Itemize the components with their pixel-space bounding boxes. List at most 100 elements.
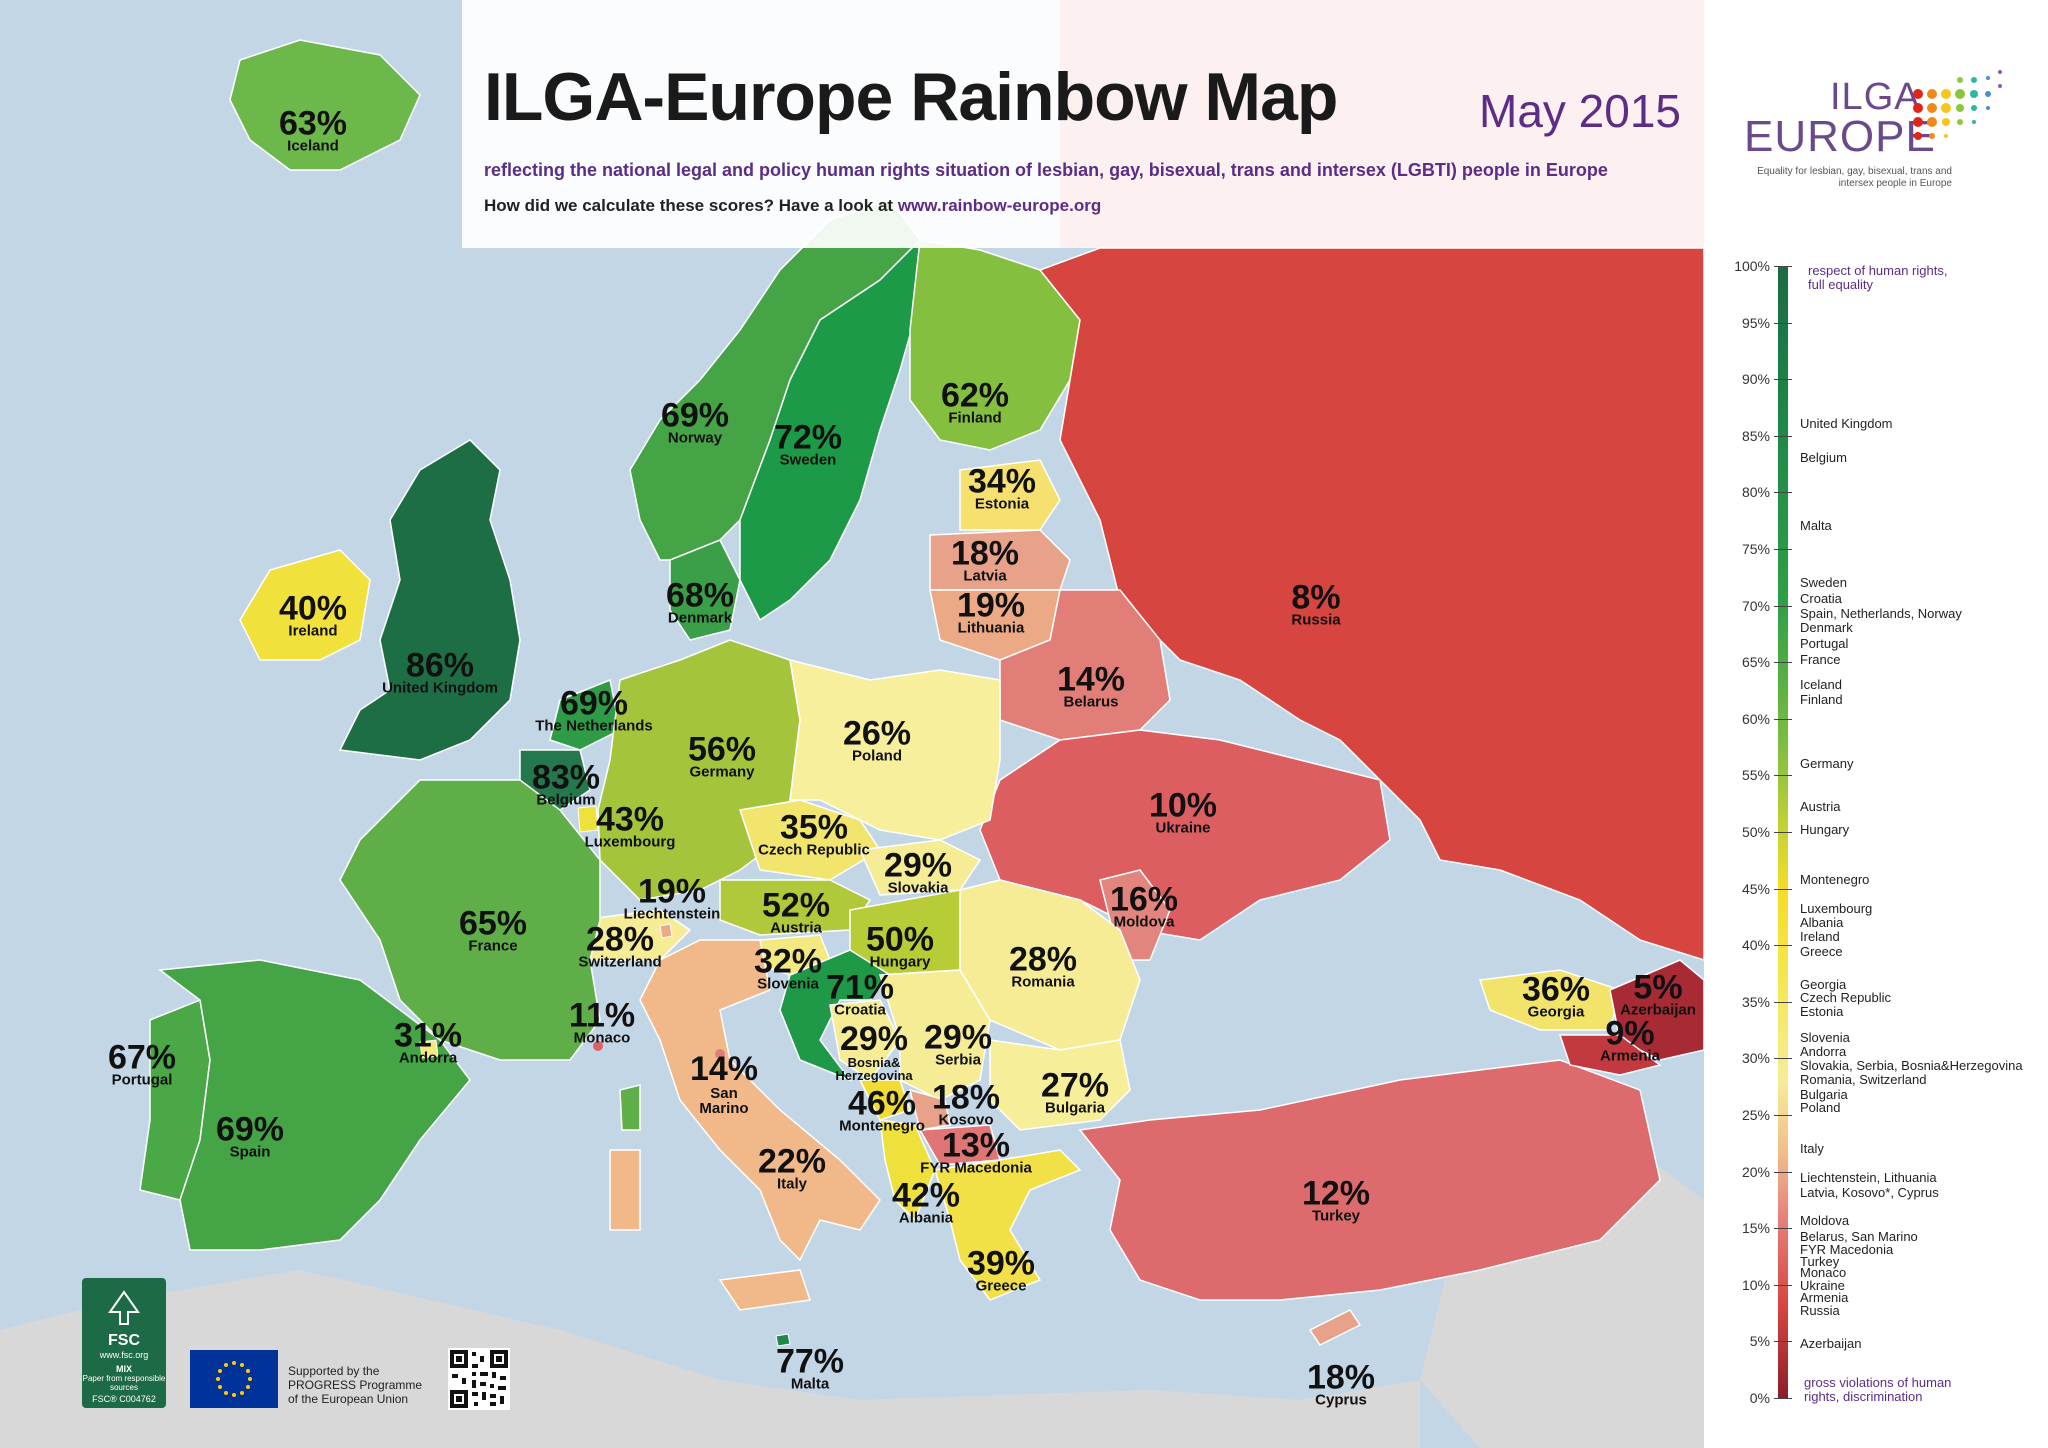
country-label-estonia[interactable]: 34% Estonia <box>968 465 1036 512</box>
country-name: Slovakia <box>887 879 949 897</box>
country-label-turkey[interactable]: 12% Turkey <box>1302 1177 1370 1224</box>
legend-entry: Georgia <box>1800 976 1847 992</box>
country-label-malta[interactable]: 77% Malta <box>776 1345 844 1392</box>
country-label-portugal[interactable]: 67% Portugal <box>108 1041 176 1088</box>
country-shape-malta <box>775 1333 791 1347</box>
pct: 32% <box>753 942 823 981</box>
legend-tick-label: 65% <box>1741 654 1770 671</box>
country-label-liechtenstein[interactable]: 19% Liechtenstein <box>624 875 721 922</box>
country-label-france[interactable]: 65% France <box>459 907 527 954</box>
country-shape-poland <box>789 658 1001 841</box>
legend-tick-label: 55% <box>1741 767 1770 784</box>
country-label-norway[interactable]: 69% Norway <box>661 399 729 446</box>
country-label-denmark[interactable]: 68% Denmark <box>666 579 734 626</box>
pct: 40% <box>278 589 348 628</box>
country-label-bulgaria[interactable]: 27% Bulgaria <box>1041 1069 1109 1116</box>
country-label-switzerland[interactable]: 28% Switzerland <box>578 923 661 970</box>
country-label-bosnia[interactable]: 29% Bosnia& Herzegovina <box>829 1022 919 1082</box>
country-label-ireland[interactable]: 40% Ireland <box>279 592 347 639</box>
country-label-iceland[interactable]: 63% Iceland <box>279 107 347 154</box>
howto-line: How did we calculate these scores? Have … <box>484 196 1101 216</box>
country-label-macedonia[interactable]: 13% FYR Macedonia <box>920 1129 1032 1176</box>
country-label-romania[interactable]: 28% Romania <box>1009 943 1077 990</box>
legend-entry: Monaco <box>1800 1265 1847 1281</box>
legend-entry: Sweden <box>1800 574 1847 590</box>
legend-entry: Albania <box>1800 914 1844 930</box>
country-shape-france <box>339 779 601 1061</box>
legend-tick-label: 35% <box>1741 993 1770 1010</box>
country-name: Hungary <box>869 953 931 971</box>
pct: 18% <box>950 534 1020 573</box>
pct: 29% <box>839 1020 909 1058</box>
country-label-croatia[interactable]: 71% Croatia <box>826 971 894 1018</box>
country-label-hungary[interactable]: 50% Hungary <box>866 923 934 970</box>
country-name: Romania <box>1011 973 1075 991</box>
country-label-moldova[interactable]: 16% Moldova <box>1110 883 1178 930</box>
country-name: Estonia <box>974 495 1030 513</box>
country-shape-monaco <box>593 1041 603 1051</box>
country-label-germany[interactable]: 56% Germany <box>688 733 756 780</box>
legend-tick-label: 5% <box>1749 1333 1770 1350</box>
legend-tick-label: 70% <box>1741 597 1770 614</box>
country-shape-liechtenstein <box>659 923 673 939</box>
country-label-belgium[interactable]: 83% Belgium <box>532 761 600 808</box>
country-label-cyprus[interactable]: 18% Cyprus <box>1307 1361 1375 1408</box>
pct: 26% <box>842 714 912 753</box>
country-label-kosovo[interactable]: 18% Kosovo <box>932 1081 1000 1128</box>
country-label-slovakia[interactable]: 29% Slovakia <box>884 849 952 896</box>
country-label-ukraine[interactable]: 10% Ukraine <box>1149 789 1217 836</box>
country-name: FYR Macedonia <box>920 1159 1032 1177</box>
country-label-serbia[interactable]: 29% Serbia <box>924 1021 992 1068</box>
country-label-czech[interactable]: 35% Czech Republic <box>758 811 870 858</box>
legend-entry: Denmark <box>1800 620 1853 636</box>
country-label-georgia[interactable]: 36% Georgia <box>1522 973 1590 1020</box>
country-label-uk[interactable]: 86% United Kingdom <box>382 649 498 696</box>
country-label-latvia[interactable]: 18% Latvia <box>951 537 1019 584</box>
pct: 18% <box>1306 1358 1376 1397</box>
country-label-sweden[interactable]: 72% Sweden <box>774 421 842 468</box>
pct: 46% <box>847 1084 917 1123</box>
country-label-netherlands[interactable]: 69% The Netherlands <box>535 687 653 734</box>
pct: 72% <box>773 418 843 457</box>
country-name: Croatia <box>834 1001 886 1019</box>
country-name: Armenia <box>1599 1047 1661 1065</box>
country-label-lithuania[interactable]: 19% Lithuania <box>957 589 1025 636</box>
country-label-san-marino[interactable]: 14% San Marino <box>684 1052 764 1116</box>
country-label-greece[interactable]: 39% Greece <box>967 1247 1035 1294</box>
country-label-russia[interactable]: 8% Russia <box>1291 581 1340 628</box>
country-label-belarus[interactable]: 14% Belarus <box>1057 663 1125 710</box>
country-shape-bulgaria <box>989 1039 1131 1131</box>
pct: 19% <box>956 586 1026 625</box>
howto-link[interactable]: www.rainbow-europe.org <box>897 196 1102 215</box>
country-name: Bosnia& Herzegovina <box>835 1055 913 1083</box>
country-label-montenegro[interactable]: 46% Montenegro <box>839 1087 925 1134</box>
country-label-poland[interactable]: 26% Poland <box>843 717 911 764</box>
eu-support-text: Supported by the PROGRESS Programme of t… <box>288 1364 422 1406</box>
country-label-luxembourg[interactable]: 43% Luxembourg <box>585 803 676 850</box>
country-label-albania[interactable]: 42% Albania <box>892 1179 960 1226</box>
country-label-armenia[interactable]: 9% Armenia <box>1600 1017 1660 1064</box>
country-shape-netherlands <box>549 678 621 751</box>
country-label-andorra[interactable]: 31% Andorra <box>394 1019 462 1066</box>
country-label-spain[interactable]: 69% Spain <box>216 1113 284 1160</box>
legend-tick-label: 90% <box>1741 371 1770 388</box>
legend-entry: Russia <box>1800 1302 1840 1318</box>
country-label-slovenia[interactable]: 32% Slovenia <box>754 945 822 992</box>
tree-icon <box>108 1290 140 1325</box>
country-name: United Kingdom <box>382 679 498 697</box>
pct: 69% <box>660 396 730 435</box>
country-label-azerbaijan[interactable]: 5% Azerbaijan <box>1620 971 1696 1018</box>
pct: 56% <box>687 730 757 769</box>
country-shape-croatia <box>779 949 892 1082</box>
legend-tick-mark <box>1774 888 1792 890</box>
legend-tick-label: 20% <box>1741 1163 1770 1180</box>
qr-code-icon[interactable] <box>448 1348 510 1410</box>
country-label-austria[interactable]: 52% Austria <box>762 889 830 936</box>
ilga-logo[interactable]: ILGA EUROPE Equality for lesbian, gay, b… <box>1704 0 2048 248</box>
country-name: Azerbaijan <box>1620 1001 1696 1019</box>
country-label-finland[interactable]: 62% Finland <box>941 379 1009 426</box>
legend-entry: Armenia <box>1800 1290 1849 1306</box>
country-label-italy[interactable]: 22% Italy <box>758 1145 826 1192</box>
country-label-monaco[interactable]: 11% Monaco <box>569 999 635 1046</box>
legend-tick-label: 100% <box>1734 258 1770 274</box>
